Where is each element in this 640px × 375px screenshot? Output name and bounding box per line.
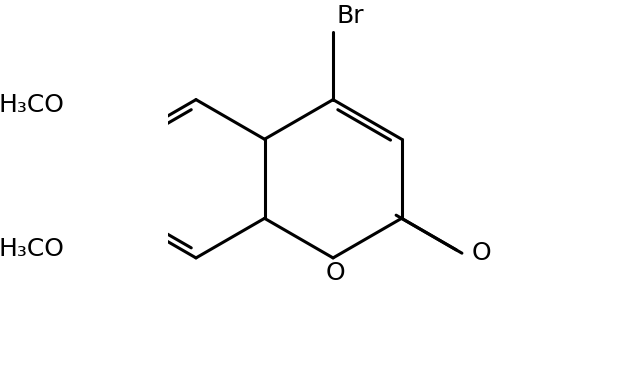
Text: H₃CO: H₃CO: [0, 237, 64, 261]
Text: O: O: [326, 261, 346, 285]
Text: H₃CO: H₃CO: [0, 93, 64, 117]
Text: O: O: [472, 241, 492, 265]
Text: Br: Br: [337, 4, 364, 28]
